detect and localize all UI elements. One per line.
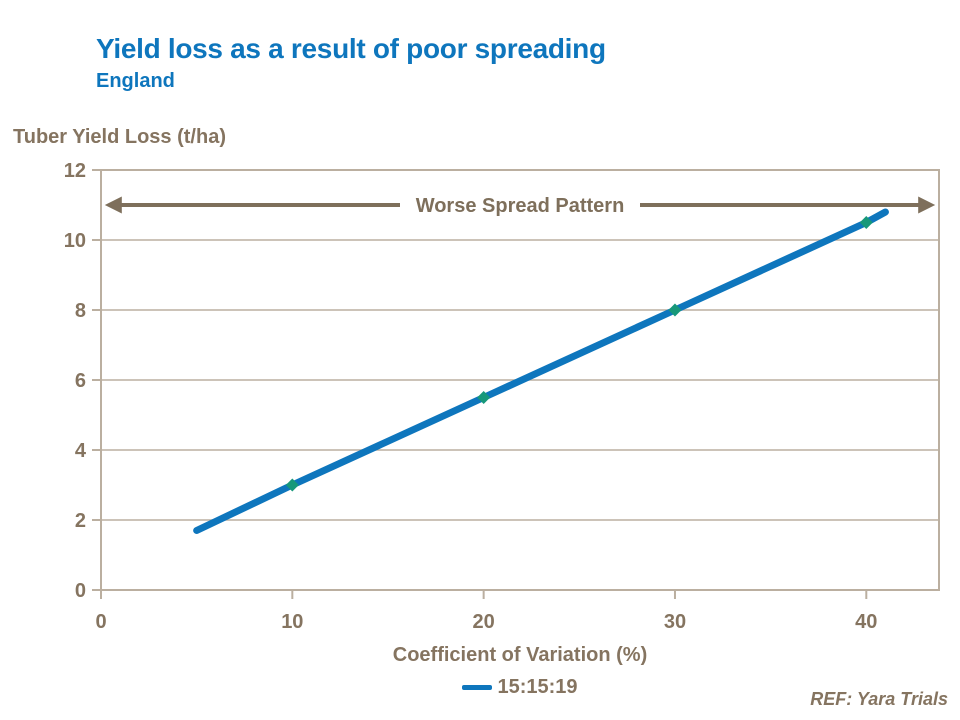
x-tick-label: 20: [473, 611, 495, 633]
page-title: Yield loss as a result of poor spreading: [96, 33, 606, 64]
legend-label: 15:15:19: [497, 676, 578, 698]
data-point-marker: [477, 391, 491, 404]
y-tick-label: 8: [75, 300, 86, 322]
data-point-marker: [668, 303, 682, 317]
annotation-label: Worse Spread Pattern: [416, 195, 625, 217]
data-point-marker: [859, 216, 873, 229]
arrow-head-right-icon: [918, 196, 936, 214]
reference-note: REF: Yara Trials: [810, 689, 948, 709]
y-tick-label: 2: [75, 510, 86, 532]
x-tick-label: 30: [664, 611, 686, 633]
legend-line-swatch: [462, 685, 493, 690]
y-tick-label: 10: [64, 230, 86, 252]
arrow-head-left-icon: [104, 196, 122, 214]
y-tick-label: 0: [75, 580, 86, 602]
y-axis-title: Tuber Yield Loss (t/ha): [13, 126, 226, 148]
y-tick-label: 6: [75, 370, 86, 392]
chart-legend: 15:15:19: [101, 676, 939, 699]
data-point-marker: [285, 478, 299, 492]
x-tick-label: 10: [281, 611, 303, 633]
data-line: [193, 208, 889, 534]
y-tick-label: 4: [75, 440, 87, 462]
y-tick-label: 12: [64, 160, 86, 182]
x-tick-label: 40: [855, 611, 877, 633]
x-tick-label: 0: [95, 611, 106, 633]
page-subtitle: England: [96, 70, 175, 92]
x-axis-title: Coefficient of Variation (%): [392, 644, 648, 666]
annotation-label-backdrop: [400, 192, 640, 218]
